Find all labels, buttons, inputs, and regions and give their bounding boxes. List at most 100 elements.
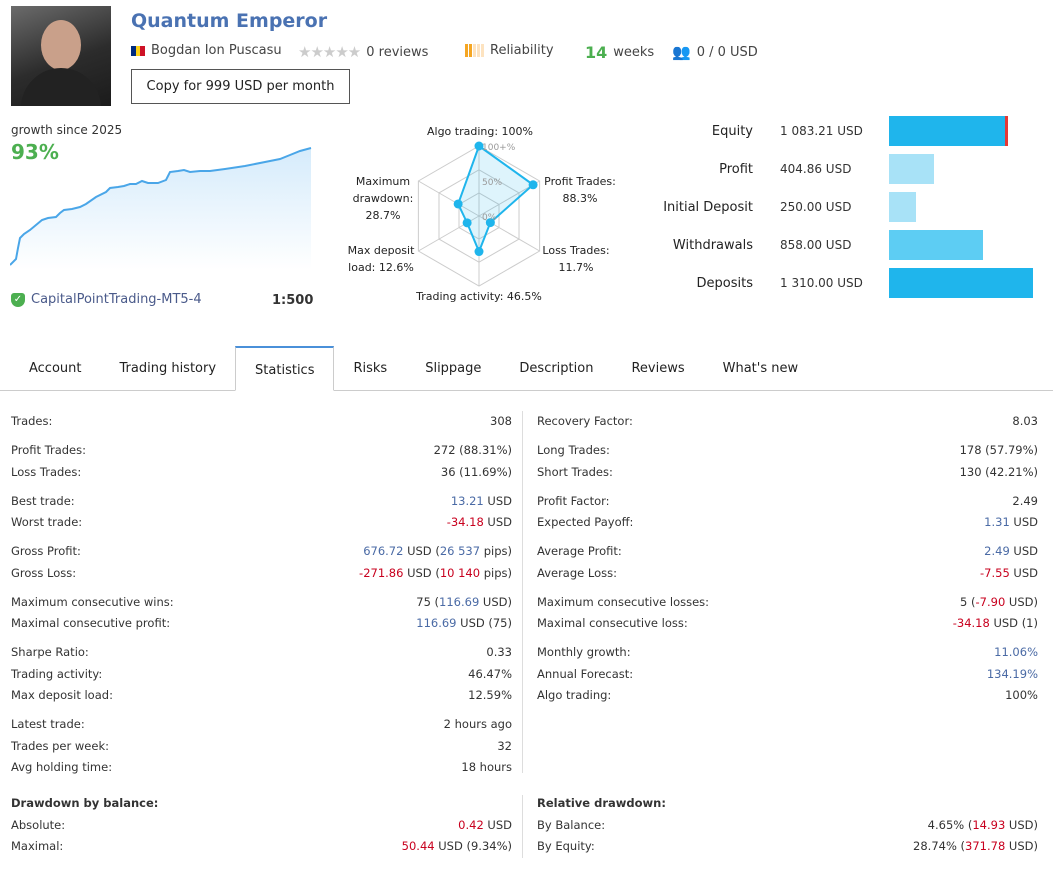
stat-value-part: -34.18 xyxy=(446,515,484,529)
radar-point xyxy=(528,180,538,190)
stat-value-part: -7.55 xyxy=(980,565,1010,580)
stat-value-part: -7.90 xyxy=(975,594,1006,609)
stat-label: Recovery Factor: xyxy=(537,414,633,428)
radar-point xyxy=(474,141,484,151)
broker[interactable]: ✓ CapitalPointTrading-MT5-4 xyxy=(11,292,202,307)
stat-value-part: 0.42 xyxy=(458,817,484,832)
tab-account[interactable]: Account xyxy=(29,361,82,376)
radar-label-loss: Loss Trades: 11.7% xyxy=(542,244,610,274)
balance-row: Initial Deposit 250.00 USD xyxy=(640,192,1040,222)
stat-value-part: USD xyxy=(1009,544,1038,558)
stat-row: Avg holding time: 18 hours xyxy=(11,757,512,779)
stat-row: Max deposit load: 12.59% xyxy=(11,685,512,707)
tab-trading-history[interactable]: Trading history xyxy=(119,361,217,376)
stat-value: 50.44 USD (9.34%) xyxy=(402,836,512,858)
balance-bar xyxy=(889,154,934,184)
balance-label: Initial Deposit xyxy=(663,199,753,215)
flag-icon xyxy=(131,45,146,56)
radar-label-profit: Profit Trades: 88.3% xyxy=(544,175,616,205)
stat-row: Profit Trades: 272 (88.31%) xyxy=(11,440,512,462)
stat-label: Gross Profit: xyxy=(11,544,81,558)
stat-value: 28.74% (371.78 USD) xyxy=(913,836,1038,858)
stat-value-part: 14.93 xyxy=(972,817,1006,832)
leverage: 1:500 xyxy=(272,293,314,308)
stat-value-part: 18 hours xyxy=(461,760,512,774)
stat-value-part: 10 140 xyxy=(439,565,481,580)
stat-value-part: 2.49 xyxy=(1012,493,1038,508)
section-title: Relative drawdown: xyxy=(537,796,666,810)
growth-area xyxy=(10,148,311,270)
section-title: Drawdown by balance: xyxy=(11,796,159,810)
stat-value-part: 676.72 xyxy=(363,544,404,558)
stat-label: By Balance: xyxy=(537,817,606,832)
tab-risks[interactable]: Risks xyxy=(353,361,388,376)
author[interactable]: Bogdan Ion Puscasu xyxy=(131,43,282,58)
stat-value-part: 134.19% xyxy=(986,666,1038,681)
stat-value-part: 2.49 xyxy=(984,544,1010,558)
stat-row: Monthly growth: 11.06% xyxy=(537,642,1038,664)
stat-value-part: 46.47% xyxy=(468,666,512,681)
stat-value: 8.03 xyxy=(1012,411,1038,433)
copy-subscribe-button[interactable]: Copy for 999 USD per month xyxy=(131,69,350,104)
growth-line xyxy=(10,147,312,266)
stat-label: Worst trade: xyxy=(11,515,83,529)
stat-value-part: USD) xyxy=(1005,594,1038,609)
weeks: 14 weeks xyxy=(585,43,654,62)
radar-point xyxy=(462,218,472,228)
tab-statistics[interactable]: Statistics xyxy=(235,346,335,391)
stat-row: Trades per week: 32 xyxy=(11,736,512,758)
stat-label: Maximum consecutive losses: xyxy=(537,594,710,609)
stat-value-part: USD xyxy=(483,493,512,508)
stat-value-part: USD xyxy=(1009,565,1038,580)
stat-row: Profit Factor: 2.49 xyxy=(537,491,1038,513)
stat-value: 2.49 USD xyxy=(984,541,1038,563)
stat-label: Trades per week: xyxy=(11,738,109,753)
author-name[interactable]: Bogdan Ion Puscasu xyxy=(151,43,282,58)
stat-value-part: USD) xyxy=(479,594,512,609)
signal-title[interactable]: Quantum Emperor xyxy=(131,10,328,32)
users-icon: 👥 xyxy=(672,43,691,61)
stat-label: Gross Loss: xyxy=(11,565,77,580)
stat-label: Maximum consecutive wins: xyxy=(11,594,174,609)
stat-value-part: 0.33 xyxy=(486,645,512,659)
stat-value: -34.18 USD xyxy=(447,512,512,534)
radar-chart: 100+% 50% 0% xyxy=(417,141,541,287)
stat-value: -34.18 USD (1) xyxy=(953,613,1038,635)
stat-label: Average Loss: xyxy=(537,565,617,580)
balance-value: 1 310.00 USD xyxy=(780,276,863,290)
stat-label: Monthly growth: xyxy=(537,645,631,659)
reviews[interactable]: ★★★★★ 0 reviews xyxy=(298,43,428,61)
stat-value-part: USD ( xyxy=(403,544,440,558)
tab-reviews[interactable]: Reviews xyxy=(631,361,685,376)
stat-label: Sharpe Ratio: xyxy=(11,645,89,659)
stat-value-part: 8.03 xyxy=(1012,414,1038,428)
stat-value: 0.33 xyxy=(486,642,512,664)
balance-label: Withdrawals xyxy=(672,237,753,253)
radar-label-deposit: Max deposit load: 12.6% xyxy=(347,244,415,274)
growth-label: growth since 2025 xyxy=(11,123,123,137)
stat-value-part: USD xyxy=(483,515,512,529)
tab-description[interactable]: Description xyxy=(519,361,594,376)
stat-value-part: 28.74% ( xyxy=(913,839,966,853)
stat-row: Maximal consecutive profit: 116.69 USD (7… xyxy=(11,613,512,635)
stat-value-part: 12.59% xyxy=(468,688,512,702)
stat-value-part: 100% xyxy=(1005,688,1038,702)
stat-row: Maximal consecutive loss: -34.18 USD (1) xyxy=(537,613,1038,635)
reviews-count[interactable]: 0 reviews xyxy=(366,44,429,60)
balance-label: Deposits xyxy=(696,275,753,291)
radar-point xyxy=(474,247,484,257)
stat-value: 5 (-7.90 USD) xyxy=(960,592,1038,614)
tab-slippage[interactable]: Slippage xyxy=(425,361,482,376)
drawdown-by-balance: Drawdown by balance: Absolute: 0.42 USD Max… xyxy=(11,793,512,858)
stat-value-part: 371.78 xyxy=(965,839,1006,853)
tab-what-s-new[interactable]: What's new xyxy=(722,361,799,376)
broker-name[interactable]: CapitalPointTrading-MT5-4 xyxy=(31,292,202,307)
balance-row: Deposits 1 310.00 USD xyxy=(640,268,1040,298)
column-divider xyxy=(522,795,523,858)
stat-label: Maximal consecutive profit: xyxy=(11,616,171,630)
stat-label: Max deposit load: xyxy=(11,688,113,702)
stat-row: By Equity: 28.74% (371.78 USD) xyxy=(537,836,1038,858)
stat-value-part: USD xyxy=(1009,515,1038,529)
stat-value: 308 xyxy=(490,411,512,433)
stat-value-part: 116.69 xyxy=(416,616,457,630)
